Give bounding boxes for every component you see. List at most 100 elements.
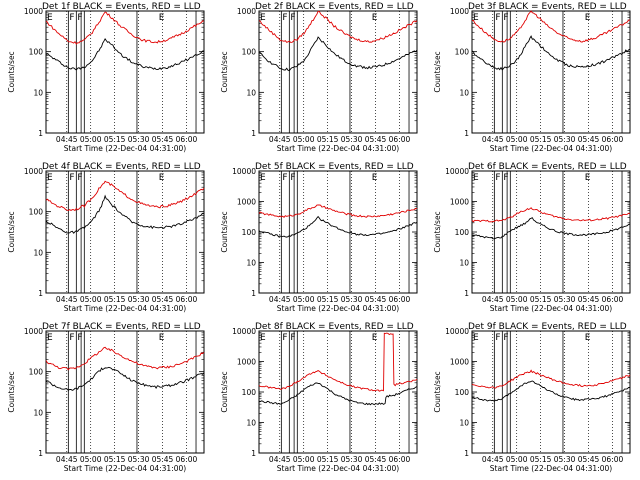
x-tick-label: 05:30 bbox=[341, 455, 363, 464]
x-tick-label: 06:00 bbox=[389, 135, 411, 144]
x-tick-label: 05:15 bbox=[317, 455, 339, 464]
y-axis-label: Counts/sec bbox=[7, 51, 16, 92]
marker-letter: E bbox=[159, 13, 165, 23]
y-tick-label: 10 bbox=[246, 88, 256, 97]
y-tick-label: 10000 bbox=[232, 327, 256, 336]
x-tick-label: 05:30 bbox=[341, 135, 363, 144]
y-tick-label: 10 bbox=[246, 259, 256, 268]
panel-1: Det 1f BLACK = Events, RED = LLD Counts/s… bbox=[7, 2, 205, 153]
panel-title: Det 3f BLACK = Events, RED = LLD bbox=[468, 2, 627, 12]
x-tick-label: 05:15 bbox=[530, 135, 552, 144]
marker-letter: E bbox=[585, 13, 591, 23]
x-tick-label: 05:30 bbox=[554, 455, 576, 464]
marker-letter: F bbox=[290, 333, 295, 343]
y-tick-label: 1000 bbox=[237, 198, 256, 207]
x-tick-label: 05:00 bbox=[506, 455, 528, 464]
y-tick-label: 1000 bbox=[24, 167, 43, 176]
marker-letter: F bbox=[69, 173, 74, 183]
series-line-lld bbox=[258, 10, 418, 43]
x-tick-label: 05:00 bbox=[506, 295, 528, 304]
x-tick-label: 05:00 bbox=[293, 135, 315, 144]
y-axis-label: Counts/sec bbox=[220, 51, 229, 92]
marker-letter: F bbox=[495, 173, 500, 183]
x-tick-label: 05:45 bbox=[578, 455, 600, 464]
x-tick-label: 05:15 bbox=[317, 295, 339, 304]
panel-title: Det 8f BLACK = Events, RED = LLD bbox=[255, 322, 414, 332]
marker-letter: F bbox=[290, 173, 295, 183]
marker-letter: E bbox=[372, 333, 378, 343]
marker-letter: F bbox=[503, 173, 508, 183]
x-tick-label: 05:15 bbox=[104, 295, 126, 304]
panel-8: Det 8f BLACK = Events, RED = LLD Counts/s… bbox=[220, 322, 418, 473]
y-tick-label: 10 bbox=[459, 259, 469, 268]
panel-2: Det 2f BLACK = Events, RED = LLD Counts/s… bbox=[220, 2, 418, 153]
y-tick-label: 1000 bbox=[24, 7, 43, 16]
y-tick-label: 10 bbox=[33, 408, 43, 417]
series-line-events bbox=[471, 217, 631, 240]
marker-letter: E bbox=[585, 333, 591, 343]
x-axis-label: Start Time (22-Dec-04 04:31:00) bbox=[277, 304, 399, 313]
x-tick-label: 04:45 bbox=[56, 455, 78, 464]
marker-letter: F bbox=[77, 173, 82, 183]
marker-letter: E bbox=[260, 13, 266, 23]
y-tick-label: 100 bbox=[242, 48, 257, 57]
x-tick-label: 05:15 bbox=[104, 135, 126, 144]
plot-frame bbox=[471, 330, 631, 454]
marker-letter: F bbox=[77, 13, 82, 23]
marker-letter: E bbox=[473, 13, 479, 23]
y-tick-label: 10 bbox=[246, 419, 256, 428]
panel-title: Det 1f BLACK = Events, RED = LLD bbox=[42, 2, 201, 12]
series-line-lld bbox=[45, 11, 205, 45]
panel-title: Det 7f BLACK = Events, RED = LLD bbox=[42, 322, 201, 332]
x-tick-label: 05:45 bbox=[365, 135, 387, 144]
x-tick-label: 04:45 bbox=[482, 295, 504, 304]
marker-letter: F bbox=[282, 333, 287, 343]
y-tick-label: 1 bbox=[38, 289, 43, 298]
x-axis-label: Start Time (22-Dec-04 04:31:00) bbox=[64, 464, 186, 473]
y-tick-label: 1000 bbox=[237, 7, 256, 16]
x-tick-label: 06:00 bbox=[389, 295, 411, 304]
marker-letter: F bbox=[77, 333, 82, 343]
x-tick-label: 05:00 bbox=[293, 295, 315, 304]
x-tick-label: 05:45 bbox=[365, 295, 387, 304]
panel-6: Det 6f BLACK = Events, RED = LLD Counts/s… bbox=[433, 162, 631, 313]
series-line-events bbox=[45, 38, 205, 71]
panel-title: Det 6f BLACK = Events, RED = LLD bbox=[468, 162, 627, 172]
x-tick-label: 05:15 bbox=[317, 135, 339, 144]
y-tick-label: 100 bbox=[455, 228, 470, 237]
marker-letter: F bbox=[69, 13, 74, 23]
series-line-lld bbox=[471, 10, 631, 43]
panel-title: Det 2f BLACK = Events, RED = LLD bbox=[255, 2, 414, 12]
plot-frame bbox=[45, 330, 205, 454]
series-line-events bbox=[471, 35, 631, 71]
x-tick-label: 05:30 bbox=[554, 135, 576, 144]
y-tick-label: 100 bbox=[29, 368, 44, 377]
y-tick-label: 100 bbox=[242, 228, 257, 237]
x-tick-label: 05:00 bbox=[506, 135, 528, 144]
x-tick-label: 06:00 bbox=[176, 455, 198, 464]
x-tick-label: 05:45 bbox=[578, 295, 600, 304]
series-line-events bbox=[258, 36, 418, 72]
series-line-lld bbox=[258, 204, 418, 218]
y-tick-label: 10 bbox=[33, 248, 43, 257]
y-axis-label: Counts/sec bbox=[7, 211, 16, 252]
x-tick-label: 04:45 bbox=[482, 455, 504, 464]
y-tick-label: 10 bbox=[459, 88, 469, 97]
x-tick-label: 05:30 bbox=[128, 135, 150, 144]
x-tick-label: 04:45 bbox=[269, 455, 291, 464]
x-axis-label: Start Time (22-Dec-04 04:31:00) bbox=[490, 144, 612, 153]
x-tick-label: 06:00 bbox=[602, 135, 624, 144]
x-tick-label: 04:45 bbox=[269, 135, 291, 144]
panel-4: Det 4f BLACK = Events, RED = LLD Counts/s… bbox=[7, 162, 205, 313]
series-line-events bbox=[258, 215, 418, 238]
y-axis-label: Counts/sec bbox=[433, 371, 442, 412]
y-tick-label: 1 bbox=[251, 129, 256, 138]
series-line-events bbox=[258, 382, 418, 406]
marker-letter: F bbox=[282, 13, 287, 23]
y-tick-label: 1 bbox=[464, 129, 469, 138]
y-tick-label: 10000 bbox=[445, 167, 469, 176]
panel-5: Det 5f BLACK = Events, RED = LLD Counts/s… bbox=[220, 162, 418, 313]
marker-letter: E bbox=[159, 173, 165, 183]
marker-letter: E bbox=[585, 173, 591, 183]
